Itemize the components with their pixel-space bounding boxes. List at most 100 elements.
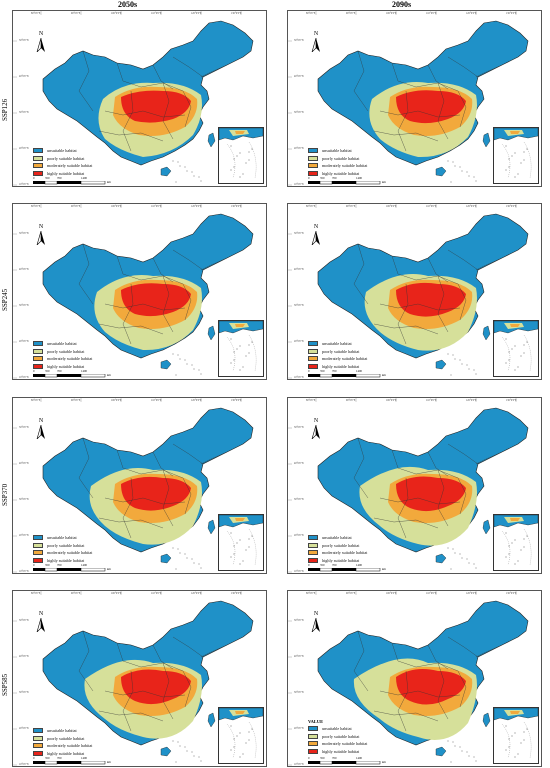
island-dot [454, 165, 456, 167]
province-boundary [391, 62, 459, 92]
north-label: N [38, 418, 44, 424]
island-dot [450, 181, 452, 183]
island-dot [468, 562, 470, 564]
map-legend: unsuitable habitat poorly suitable habita… [308, 147, 418, 177]
province-boundary [98, 710, 164, 722]
legend-item: poorly suitable habitat [33, 735, 143, 743]
province-boundary [116, 449, 184, 479]
legend-label: poorly suitable habitat [47, 155, 85, 161]
latitude-tick: 30°0'0"N [294, 304, 304, 307]
legend-label: unsuitable habitat [322, 726, 352, 732]
map-legend: unsuitable habitat poorly suitable habita… [33, 727, 143, 757]
legend-swatch [308, 726, 318, 732]
latitude-tick: 10°0'0"N [294, 376, 304, 379]
province-boundary [427, 64, 449, 90]
province-boundary [162, 469, 174, 527]
map-panel-ssp585-2090s: 80°0'0"E 90°0'0"E 100°0'0"E 110°0'0"E 120°0'… [287, 590, 542, 767]
inset-map [493, 707, 539, 759]
legend-swatch [33, 750, 43, 756]
island-dot [475, 180, 477, 182]
legend-swatch [308, 363, 318, 369]
province-boundary [78, 50, 94, 112]
island-dot [473, 369, 475, 371]
north-arrow-shape [311, 37, 320, 54]
island-dot [179, 165, 181, 167]
island-dot [452, 161, 454, 163]
island-dot [452, 354, 454, 356]
legend-swatch [308, 733, 318, 739]
province-boundary [379, 690, 461, 698]
longitude-tick: 90°0'0"E [71, 399, 81, 402]
province-boundary [116, 255, 184, 285]
province-boundary [78, 630, 94, 692]
province-boundary [379, 303, 461, 311]
longitude-tick: 80°0'0"E [31, 399, 41, 402]
legend-swatch [33, 550, 43, 556]
china-map [13, 204, 254, 379]
longitude-tick: 110°0'0"E [151, 12, 162, 15]
island-dot [177, 161, 179, 163]
legend-label: unsuitable habitat [322, 341, 352, 347]
longitude-tick: 80°0'0"E [306, 205, 316, 208]
scale-bar: 0 350 700 1400 km [308, 369, 398, 379]
scale-tick-label: 1400 [356, 756, 362, 760]
legend-label: moderately suitable habitat [322, 163, 368, 169]
island-dot [193, 562, 195, 564]
inset-map [218, 127, 264, 179]
map-panel-ssp370-2050s: 80°0'0"E 90°0'0"E 100°0'0"E 110°0'0"E 120°0'… [12, 397, 267, 574]
island-dot [172, 740, 174, 742]
legend-label: highly suitable habitat [47, 557, 85, 563]
scale-bar-graphic [308, 374, 381, 378]
longitude-tick: 80°0'0"E [31, 205, 41, 208]
province-boundary [122, 477, 134, 539]
north-arrow-icon: N [310, 31, 322, 54]
province-boundary [427, 257, 449, 283]
north-arrow-shape [36, 230, 45, 247]
scale-tick-label: 1400 [356, 563, 362, 567]
scale-tick-label: 700 [332, 369, 337, 373]
scale-bar: 0 350 700 1400 km [33, 176, 123, 186]
island-dot [475, 567, 477, 569]
hainan-island [435, 359, 447, 370]
legend-label: highly suitable habitat [47, 363, 85, 369]
legend-label: poorly suitable habitat [47, 348, 85, 354]
island-dot [466, 751, 468, 753]
hainan-island [160, 746, 172, 757]
island-dot [466, 171, 468, 173]
longitude-tick: 130°0'0"E [506, 12, 517, 15]
island-dot [172, 353, 174, 355]
china-map [288, 204, 529, 379]
island-dot [184, 746, 186, 748]
latitude-tick: 40°0'0"N [19, 462, 29, 465]
scale-tick-label: 1400 [81, 176, 87, 180]
row-label-ssp370: SSP370 [1, 483, 9, 507]
taiwan-island [207, 712, 216, 728]
scale-bar-graphic [33, 568, 106, 572]
province-boundary [152, 64, 174, 90]
legend-swatch [33, 735, 43, 741]
legend-item: highly suitable habitat [308, 557, 418, 565]
scale-tick-label: 350 [320, 563, 325, 567]
legend-item: poorly suitable habitat [308, 733, 418, 741]
province-boundary [172, 636, 204, 658]
island-dot [184, 359, 186, 361]
legend-swatch [308, 163, 318, 169]
legend-swatch [33, 356, 43, 362]
island-dot [200, 567, 202, 569]
island-dot [452, 741, 454, 743]
highly-suitable-region [396, 90, 466, 124]
longitude-tick: 80°0'0"E [306, 592, 316, 595]
legend-item: highly suitable habitat [308, 748, 418, 756]
island-dot [179, 745, 181, 747]
highly-suitable-region [396, 282, 466, 317]
taiwan-island [482, 519, 491, 535]
scale-bar: 0 350 700 1400 km [33, 369, 123, 379]
legend-item: poorly suitable habitat [33, 348, 143, 356]
province-boundary [116, 642, 184, 672]
latitude-tick: 20°0'0"N [19, 727, 29, 730]
longitude-tick: 130°0'0"E [506, 205, 517, 208]
scale-unit: km [107, 373, 111, 377]
latitude-tick: 20°0'0"N [294, 147, 304, 150]
south-china-sea-inset [493, 707, 539, 764]
legend-swatch [33, 348, 43, 354]
